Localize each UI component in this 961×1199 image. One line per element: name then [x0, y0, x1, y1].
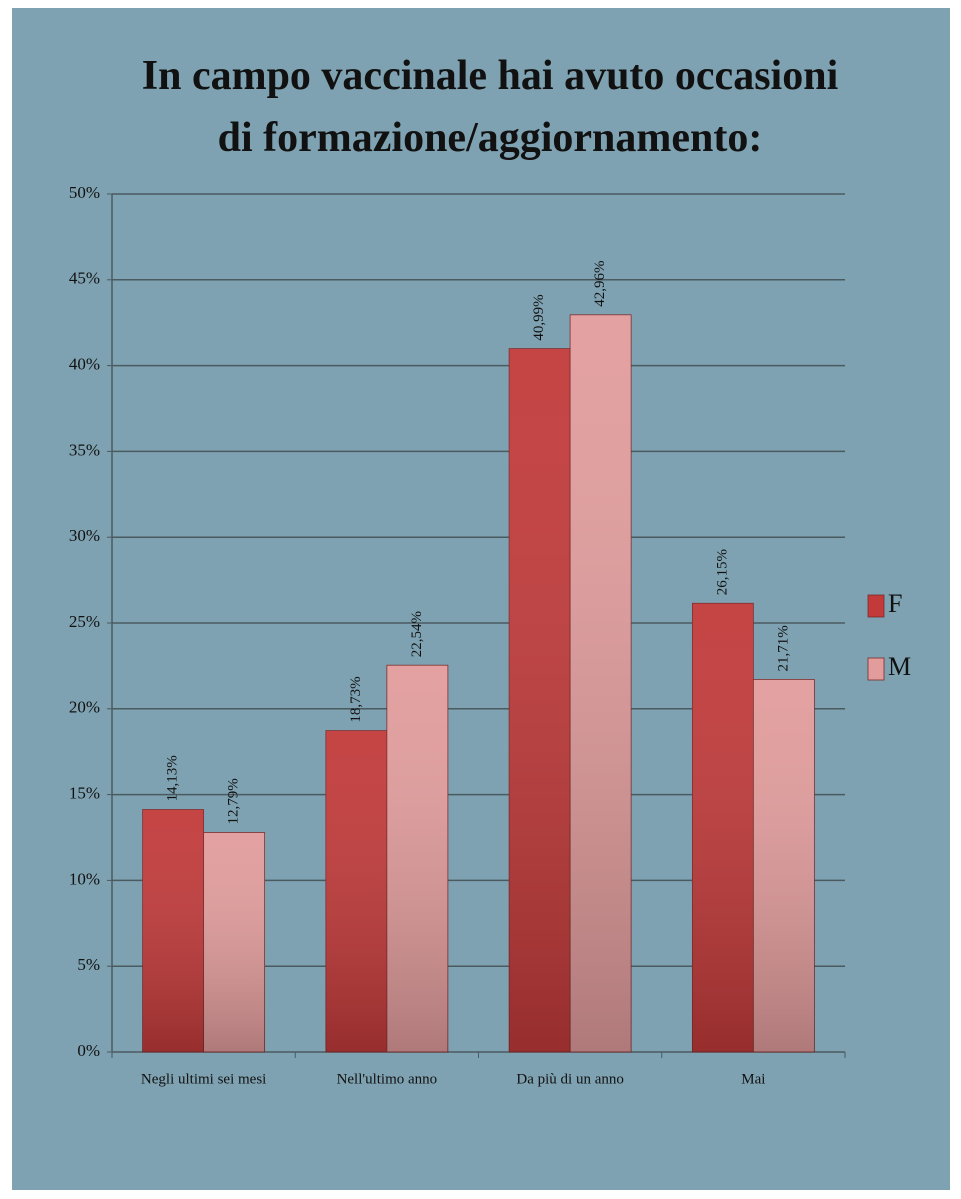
chart-title: In campo vaccinale hai avuto occasioni d… [141, 53, 839, 161]
x-tick-label: Da più di un anno [516, 1071, 623, 1087]
legend-label: M [888, 652, 911, 681]
legend-swatch [867, 594, 885, 618]
value-label: 40,99% [531, 294, 547, 340]
bar-shade [325, 730, 387, 1052]
y-tick-label: 35% [69, 440, 100, 459]
value-label: 42,96% [592, 261, 608, 307]
bar-shade [203, 832, 265, 1052]
value-label: 21,71% [775, 625, 791, 671]
y-tick-label: 20% [69, 698, 100, 717]
y-tick-label: 0% [77, 1041, 100, 1060]
bar-shade [692, 603, 754, 1052]
y-tick-label: 30% [69, 526, 100, 545]
value-label: 26,15% [714, 549, 730, 595]
x-tick-label: Negli ultimi sei mesi [141, 1071, 266, 1087]
bar-shade [509, 348, 571, 1053]
y-tick-label: 50% [69, 183, 100, 202]
value-label: 14,13% [165, 755, 181, 801]
bar-shade [142, 809, 204, 1052]
x-tick-label: Nell'ultimo anno [337, 1071, 438, 1087]
legend-swatch [867, 657, 885, 681]
bar-shade [570, 314, 632, 1052]
y-tick-label: 10% [69, 869, 100, 888]
value-label: 18,73% [348, 676, 364, 722]
y-tick-label: 25% [69, 612, 100, 631]
x-tick-label: Mai [741, 1071, 765, 1087]
y-tick-label: 40% [69, 355, 100, 374]
y-tick-label: 45% [69, 269, 100, 288]
legend-label: F [888, 589, 902, 618]
y-tick-label: 5% [77, 955, 100, 974]
value-label: 12,79% [226, 778, 242, 824]
value-label: 22,54% [409, 611, 425, 657]
bar-shade [386, 665, 448, 1052]
y-tick-label: 15% [69, 784, 100, 803]
bar-shade [753, 679, 815, 1052]
